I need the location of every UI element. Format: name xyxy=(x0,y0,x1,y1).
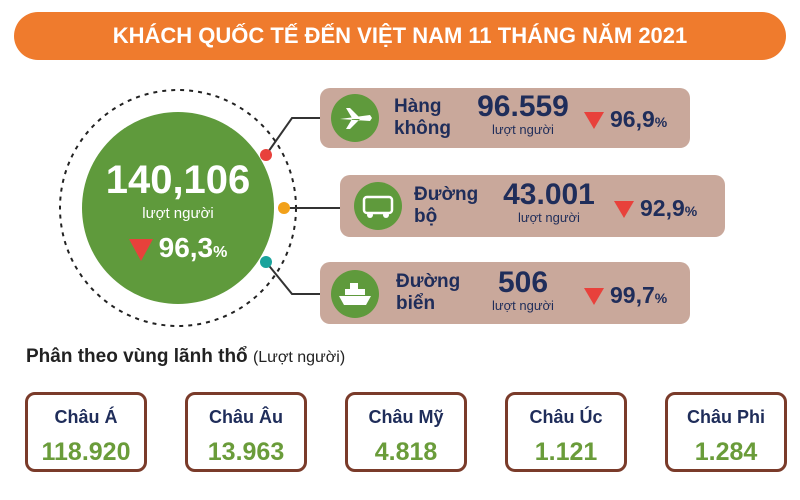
text: Hàng xyxy=(394,96,442,117)
change-unit: % xyxy=(213,244,228,261)
regions-title: Phân theo vùng lãnh thổ xyxy=(26,346,248,367)
mode-label: Đường biển xyxy=(396,271,460,315)
text: Châu Mỹ xyxy=(368,407,444,427)
shape xyxy=(584,288,604,306)
mode-card xyxy=(320,88,690,148)
region-box: Châu Âu 13.963 xyxy=(185,392,307,472)
text: 118.920 xyxy=(41,438,131,466)
text: 99,7 xyxy=(610,282,655,308)
title: KHÁCH QUỐC TẾ ĐẾN VIỆT NAM 11 THÁNG NĂM … xyxy=(14,12,786,60)
text: biển xyxy=(396,293,436,314)
connector xyxy=(265,261,322,295)
text: 1.121 xyxy=(534,438,598,466)
dot xyxy=(278,202,290,214)
region-box: Châu Mỹ 4.818 xyxy=(345,392,467,472)
mode-card xyxy=(320,262,690,324)
text: 4.818 xyxy=(374,438,438,466)
mode-value: 506 lượt người xyxy=(468,266,578,314)
mode-change: 92,9% xyxy=(614,195,697,222)
mode-label: Đường bộ xyxy=(414,184,478,228)
text: 96.559 xyxy=(477,90,569,123)
connector xyxy=(265,117,322,156)
shape xyxy=(584,112,604,130)
total: 140,106 lượt người 96,3% xyxy=(82,158,274,264)
total-change: 96,3% xyxy=(82,232,274,264)
regions-subtitle: (Lượt người) xyxy=(252,349,346,366)
text: lượt người xyxy=(492,122,554,137)
text: % xyxy=(654,290,668,306)
text: 506 xyxy=(497,266,549,299)
text: Đường xyxy=(414,184,479,205)
text: % xyxy=(684,203,698,219)
text: lượt người xyxy=(492,298,554,313)
mode-card xyxy=(340,175,725,237)
region-box: Châu Á 118.920 xyxy=(25,392,147,472)
text: % xyxy=(654,114,668,130)
mode-change: 96,9% xyxy=(584,106,667,133)
dot xyxy=(260,256,272,268)
text: 13.963 xyxy=(207,438,285,466)
total-unit: lượt người xyxy=(142,205,214,222)
mode-label: Hàng không xyxy=(394,96,451,140)
text: 43.001 xyxy=(503,178,595,211)
region-box: Châu Phi 1.284 xyxy=(665,392,787,472)
shape xyxy=(614,201,634,219)
change-value: 96,3 xyxy=(158,232,214,263)
text: 92,9 xyxy=(640,195,685,221)
region-box: Châu Úc 1.121 xyxy=(505,392,627,472)
text: Châu Á xyxy=(54,407,118,427)
mode-change: 99,7% xyxy=(584,282,667,309)
text: 96,9 xyxy=(610,106,655,132)
dot xyxy=(260,149,272,161)
text: lượt người xyxy=(518,210,580,225)
text: Châu Úc xyxy=(529,407,603,427)
mode-value: 96.559 lượt người xyxy=(468,90,578,138)
text: Đường xyxy=(396,271,461,292)
text: bộ xyxy=(414,206,438,227)
regions-heading: Phân theo vùng lãnh thổ (Lượt người) xyxy=(26,346,345,368)
total-value: 140,106 xyxy=(105,158,251,202)
text: 1.284 xyxy=(694,438,758,466)
text: Châu Âu xyxy=(209,407,283,427)
shape xyxy=(128,238,153,261)
text: không xyxy=(394,118,451,139)
text: Châu Phi xyxy=(686,407,765,427)
mode-value: 43.001 lượt người xyxy=(494,178,604,226)
